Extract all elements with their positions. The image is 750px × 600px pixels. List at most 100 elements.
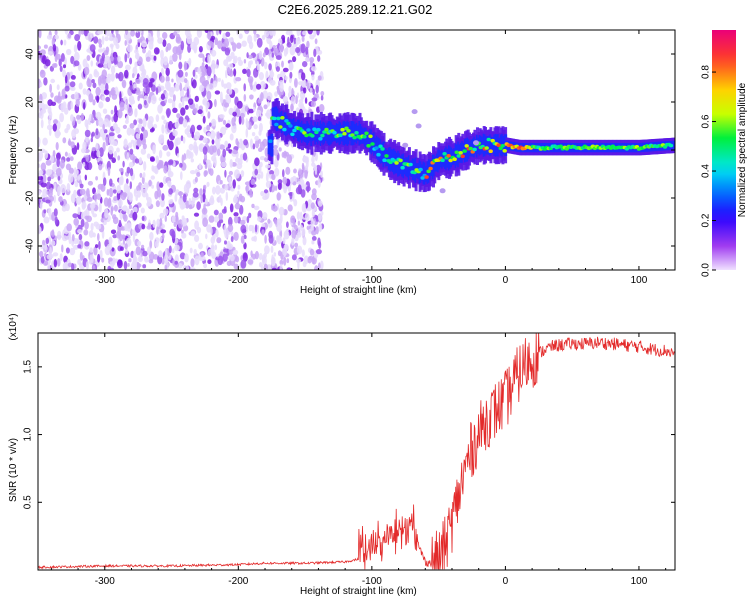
track-point: [274, 122, 279, 127]
noise-dot: [139, 172, 143, 178]
noise-dot: [320, 260, 324, 270]
noise-dot: [132, 73, 135, 79]
noise-dot: [283, 230, 290, 240]
noise-dot: [161, 233, 165, 240]
noise-dot: [39, 109, 44, 120]
noise-dot: [80, 218, 85, 228]
noise-dot: [91, 113, 94, 124]
noise-dot: [262, 52, 266, 58]
noise-dot: [207, 248, 213, 257]
noise-dot: [207, 31, 212, 40]
noise-dot: [53, 194, 56, 203]
noise-dot: [244, 181, 251, 186]
noise-dot: [259, 50, 263, 60]
noise-dot: [142, 172, 146, 179]
noise-dot: [216, 140, 221, 149]
noise-dot: [258, 122, 263, 133]
noise-dot: [134, 158, 140, 164]
noise-dot: [40, 162, 47, 171]
noise-dot: [305, 46, 309, 55]
noise-dot: [212, 186, 216, 195]
noise-dot: [103, 129, 108, 134]
noise-dot: [128, 161, 134, 168]
noise-dot: [84, 221, 89, 230]
noise-dot: [289, 62, 293, 70]
noise-dot: [256, 60, 260, 71]
track-point: [380, 147, 385, 151]
noise-dot: [112, 189, 117, 194]
noise-dot: [256, 83, 262, 90]
noise-dot: [46, 181, 51, 190]
noise-dot: [132, 206, 138, 213]
noise-dot: [207, 111, 211, 119]
noise-dot: [123, 183, 129, 193]
noise-dot: [40, 119, 44, 129]
noise-dot: [227, 224, 234, 233]
noise-dot: [38, 30, 42, 39]
noise-dot: [183, 61, 187, 71]
noise-dot: [109, 32, 113, 41]
noise-dot: [84, 241, 90, 247]
noise-dot: [56, 258, 61, 267]
noise-dot: [233, 231, 239, 241]
noise-dot: [156, 181, 161, 192]
noise-dot: [56, 95, 62, 104]
noise-dot: [135, 246, 141, 256]
noise-dot: [120, 175, 124, 186]
noise-dot: [50, 78, 56, 84]
noise-dot: [153, 55, 157, 61]
noise-dot: [237, 190, 240, 196]
noise-dot: [228, 88, 233, 95]
noise-dot: [199, 84, 205, 93]
noise-dot: [215, 229, 219, 238]
noise-dot: [110, 65, 116, 75]
x-tick-label-bottom: -200: [228, 576, 248, 587]
noise-dot: [113, 151, 117, 159]
noise-dot: [116, 191, 121, 201]
noise-dot: [54, 216, 58, 225]
noise-dot: [274, 91, 278, 97]
noise-dot: [234, 157, 241, 163]
noise-dot: [165, 46, 169, 53]
noise-dot: [49, 254, 54, 259]
noise-dot: [211, 244, 215, 250]
noise-dot: [48, 118, 51, 126]
noise-dot: [180, 200, 184, 206]
noise-dot: [85, 154, 89, 162]
noise-dot: [105, 30, 111, 37]
noise-dot: [50, 92, 54, 98]
noise-dot: [249, 138, 253, 149]
noise-dot: [283, 150, 287, 159]
noise-dot: [229, 133, 234, 141]
noise-dot: [91, 79, 95, 84]
noise-dot: [311, 193, 317, 201]
noise-dot: [222, 148, 227, 158]
noise-dot: [256, 174, 262, 179]
noise-dot: [179, 82, 183, 92]
noise-dot: [224, 140, 229, 148]
noise-dot: [122, 205, 128, 212]
noise-dot: [274, 158, 279, 168]
track-point: [324, 127, 329, 132]
noise-dot: [97, 30, 104, 35]
noise-dot: [189, 170, 196, 175]
noise-dot: [317, 178, 321, 189]
noise-dot: [220, 126, 227, 136]
noise-dot: [97, 253, 101, 263]
noise-dot: [219, 180, 223, 185]
noise-dot: [85, 122, 89, 131]
noise-dot: [187, 44, 192, 53]
noise-dot: [70, 141, 75, 149]
noise-dot: [223, 224, 227, 235]
noise-dot: [126, 152, 130, 161]
noise-dot: [299, 224, 303, 231]
track-point: [458, 151, 463, 155]
track-point: [370, 142, 375, 146]
noise-dot: [113, 204, 118, 212]
noise-dot: [60, 39, 63, 46]
noise-dot: [207, 259, 212, 265]
noise-dot: [298, 99, 304, 104]
noise-dot: [238, 59, 243, 66]
noise-dot: [174, 122, 179, 129]
noise-dot: [93, 70, 100, 78]
